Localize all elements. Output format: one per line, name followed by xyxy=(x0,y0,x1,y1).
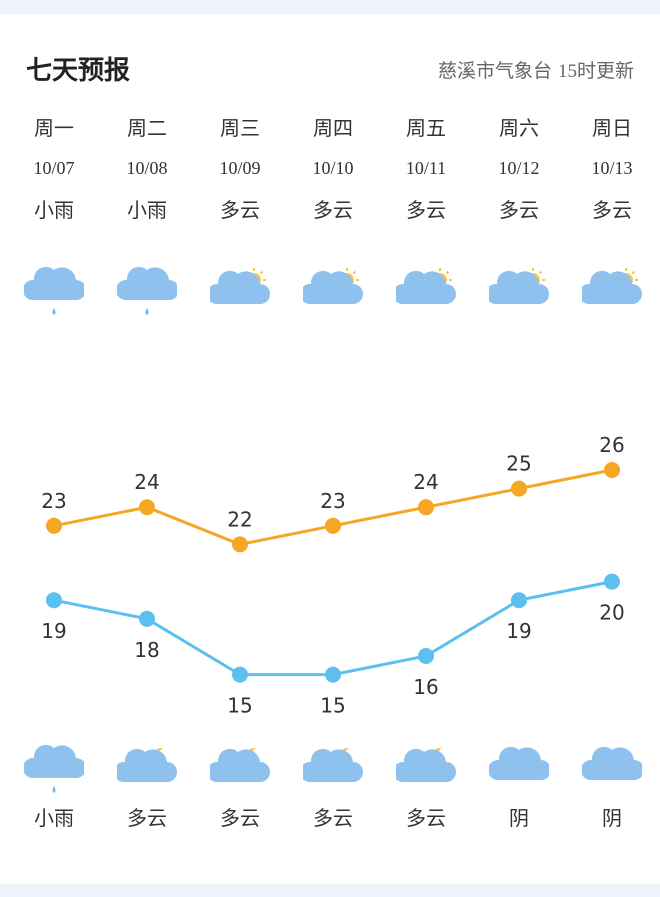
cloudy-day-icon xyxy=(485,262,549,322)
high-temp-label: 22 xyxy=(227,507,252,531)
high-temp-point xyxy=(46,517,62,534)
low-temp-point xyxy=(232,666,248,683)
update-time: 15时更新 xyxy=(557,61,634,82)
date-label: 10/12 xyxy=(498,158,540,178)
day-weather-label: 多云 xyxy=(499,198,539,222)
low-temp-label: 20 xyxy=(599,601,624,625)
date-label: 10/08 xyxy=(126,158,168,178)
cloudy-day-icon xyxy=(299,262,363,322)
day-weather-label: 多云 xyxy=(592,198,632,222)
high-temp-label: 23 xyxy=(320,489,345,513)
cloudy-day-icon xyxy=(392,262,456,322)
day-weather-label: 小雨 xyxy=(34,198,74,222)
day-weather-label: 多云 xyxy=(406,198,446,222)
cloudy-night-icon xyxy=(206,740,270,800)
overcast-icon xyxy=(487,740,551,800)
date-label: 10/09 xyxy=(219,158,261,178)
update-info: 慈溪市气象台 15时更新 xyxy=(438,56,634,83)
high-temp-point xyxy=(604,462,620,478)
date-label: 10/13 xyxy=(591,158,633,178)
weekday-label: 周日 xyxy=(592,116,632,140)
date-label: 10/07 xyxy=(33,158,75,178)
weekday-label: 周一 xyxy=(34,116,74,140)
night-weather-label: 小雨 xyxy=(34,806,74,830)
rain-cloud-icon xyxy=(22,740,86,800)
night-weather-label: 多云 xyxy=(313,806,353,830)
low-temp-point xyxy=(325,666,341,683)
night-weather-label: 多云 xyxy=(127,806,167,830)
low-temp-label: 19 xyxy=(506,619,531,643)
night-weather-label: 阴 xyxy=(602,806,622,830)
high-temp-point xyxy=(511,480,527,497)
high-temp-label: 24 xyxy=(134,470,159,494)
day-weather-label: 多云 xyxy=(220,198,260,222)
high-temp-point xyxy=(325,517,341,534)
weekday-label: 周三 xyxy=(220,116,260,140)
low-temp-label: 19 xyxy=(41,619,66,643)
high-temp-point xyxy=(232,536,248,553)
temperature-chart: 23 24 22 23 24 25 26 19 18 15 15 16 19 20 xyxy=(41,433,624,718)
low-temp-label: 18 xyxy=(134,638,159,662)
night-weather-label: 多云 xyxy=(220,806,260,830)
high-temp-label: 25 xyxy=(506,452,531,476)
weekday-label: 周四 xyxy=(313,116,353,140)
low-temp-point xyxy=(139,610,155,627)
low-temp-point xyxy=(511,592,527,609)
low-temp-point xyxy=(46,592,62,609)
day-weather-label: 小雨 xyxy=(127,198,167,222)
low-temp-label: 15 xyxy=(320,694,345,718)
forecast-card: 七天预报 慈溪市气象台 15时更新 xyxy=(0,14,660,884)
day-weather-label: 多云 xyxy=(313,198,353,222)
rain-cloud-icon xyxy=(22,262,86,322)
high-temp-point xyxy=(139,499,155,516)
night-weather-label: 多云 xyxy=(406,806,446,830)
low-temp-point xyxy=(418,648,434,664)
cloudy-day-icon xyxy=(578,262,642,322)
cloudy-day-icon xyxy=(206,262,270,322)
overcast-icon xyxy=(580,740,644,800)
low-temp-point xyxy=(604,573,620,590)
cloudy-night-icon xyxy=(113,740,177,800)
cloudy-night-icon xyxy=(299,740,363,800)
low-temp-label: 16 xyxy=(413,675,438,699)
station-name: 慈溪市气象台 xyxy=(437,60,552,82)
date-label: 10/10 xyxy=(312,158,354,178)
high-temp-label: 23 xyxy=(41,489,66,513)
weekday-label: 周二 xyxy=(127,116,167,140)
low-temp-label: 15 xyxy=(227,694,252,718)
high-temp-label: 24 xyxy=(413,470,438,494)
cloudy-night-icon xyxy=(392,740,456,800)
date-label: 10/11 xyxy=(405,158,447,178)
rain-cloud-icon xyxy=(115,262,179,322)
weekday-label: 周六 xyxy=(499,116,539,140)
night-weather-label: 阴 xyxy=(509,806,529,830)
high-temp-point xyxy=(418,499,434,516)
weekday-label: 周五 xyxy=(406,116,446,140)
high-temp-label: 26 xyxy=(599,433,624,457)
page-title: 七天预报 xyxy=(26,56,131,86)
